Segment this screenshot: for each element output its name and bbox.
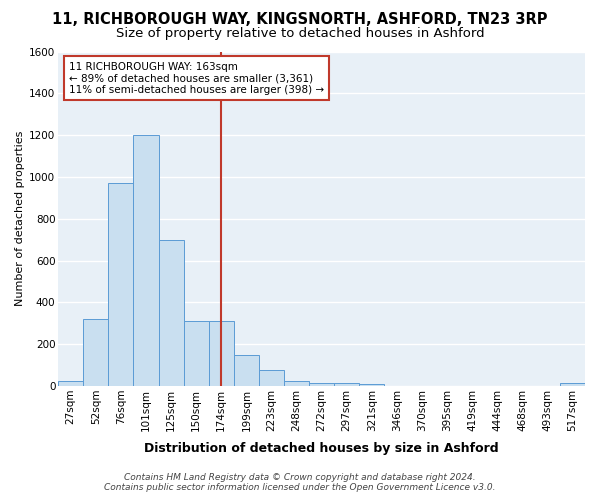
Bar <box>309 383 334 386</box>
Text: Size of property relative to detached houses in Ashford: Size of property relative to detached ho… <box>116 28 484 40</box>
Bar <box>334 383 359 386</box>
Bar <box>209 321 234 386</box>
X-axis label: Distribution of detached houses by size in Ashford: Distribution of detached houses by size … <box>144 442 499 455</box>
Bar <box>234 354 259 386</box>
Text: Contains HM Land Registry data © Crown copyright and database right 2024.
Contai: Contains HM Land Registry data © Crown c… <box>104 473 496 492</box>
Bar <box>560 383 585 386</box>
Bar <box>359 384 385 386</box>
Bar <box>58 381 83 386</box>
Bar <box>158 240 184 386</box>
Text: 11 RICHBOROUGH WAY: 163sqm
← 89% of detached houses are smaller (3,361)
11% of s: 11 RICHBOROUGH WAY: 163sqm ← 89% of deta… <box>69 62 324 94</box>
Bar <box>83 319 109 386</box>
Bar <box>184 321 209 386</box>
Bar <box>109 183 133 386</box>
Bar <box>284 381 309 386</box>
Y-axis label: Number of detached properties: Number of detached properties <box>15 131 25 306</box>
Text: 11, RICHBOROUGH WAY, KINGSNORTH, ASHFORD, TN23 3RP: 11, RICHBOROUGH WAY, KINGSNORTH, ASHFORD… <box>52 12 548 28</box>
Bar <box>133 135 158 386</box>
Bar <box>259 370 284 386</box>
